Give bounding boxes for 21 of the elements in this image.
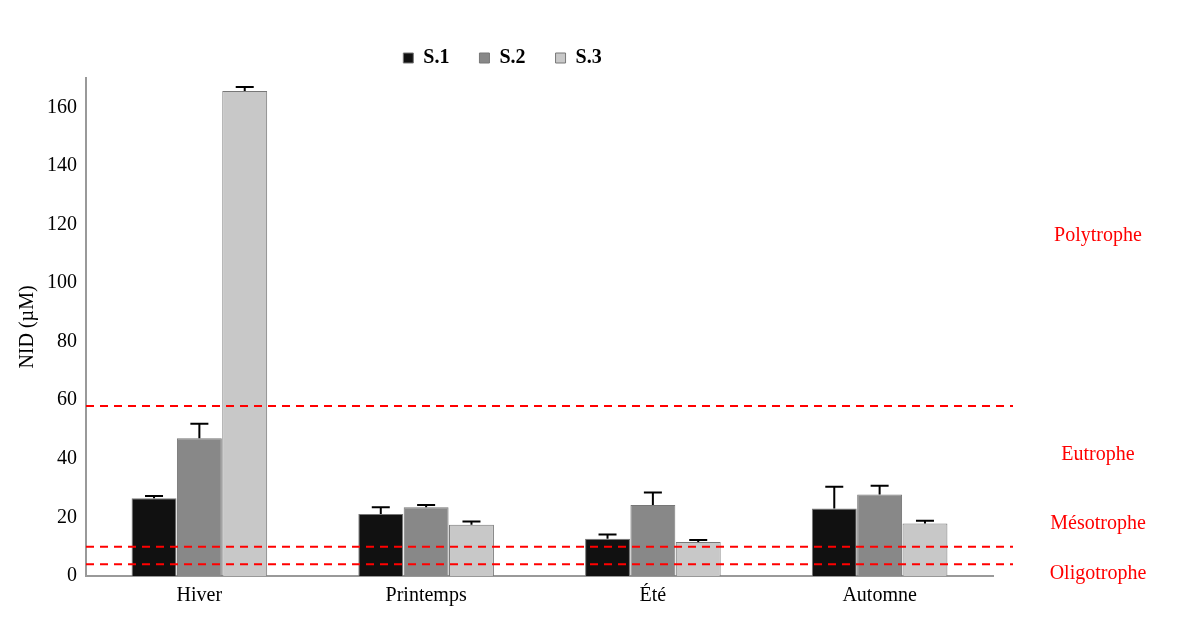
text: Polytrophe [1054, 222, 1143, 246]
legend-label: S.3 [575, 45, 602, 68]
x-tick-label: Automne [842, 583, 917, 606]
y-tick-label: 120 [47, 211, 77, 234]
y-tick-label: 80 [57, 328, 77, 351]
y-tick-label: 20 [57, 504, 77, 527]
y-tick-label: 100 [47, 270, 77, 293]
y-tick-label: 0 [67, 563, 77, 586]
y-tick-label: 160 [47, 94, 77, 117]
y-axis-title: NID (µM) [15, 285, 39, 369]
legend-label: S.1 [423, 45, 450, 68]
y-tick-label: 40 [57, 446, 77, 469]
y-tick-label: 140 [47, 153, 77, 176]
x-tick-label: Printemps [385, 583, 467, 607]
legend-label: S.2 [499, 45, 526, 68]
text: Eutrophe [1061, 441, 1135, 465]
x-tick-label: Été [639, 583, 667, 606]
x-tick-label: Hiver [176, 583, 223, 606]
text: Oligotrophe [1049, 561, 1147, 585]
y-tick-label: 60 [57, 387, 77, 410]
text: Mésotrophe [1050, 511, 1146, 535]
